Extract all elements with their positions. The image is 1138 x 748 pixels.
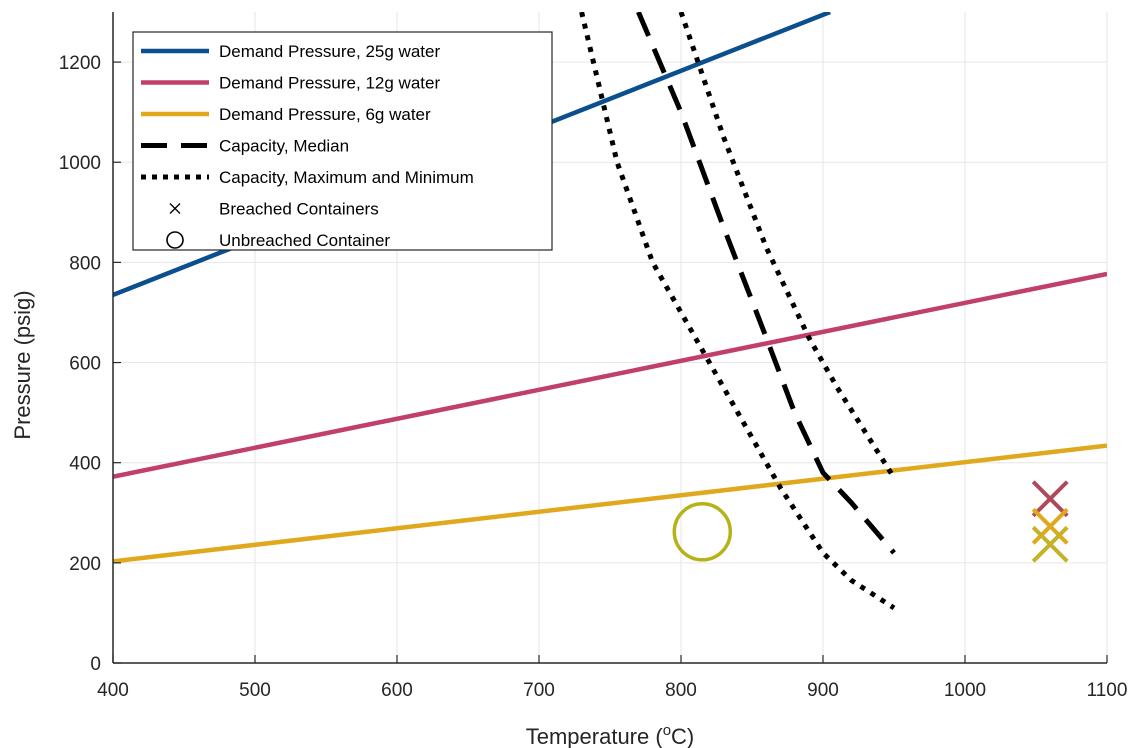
- legend-label-4: Capacity, Maximum and Minimum: [219, 168, 474, 187]
- y-tick-label: 0: [90, 654, 101, 675]
- legend-label-5: Breached Containers: [219, 200, 379, 219]
- y-tick-label: 1000: [59, 153, 101, 174]
- legend-label-3: Capacity, Median: [219, 137, 349, 156]
- x-tick-label: 600: [381, 680, 413, 701]
- grid-lines: [112, 12, 1108, 664]
- breached-marker-1-b: [1031, 507, 1069, 545]
- x-tick-label: 1100: [1087, 680, 1128, 701]
- x-axis-label: Temperature (oC): [526, 722, 695, 748]
- legend: Demand Pressure, 25g water Demand Pressur…: [132, 31, 553, 251]
- y-tick-label: 200: [69, 554, 101, 575]
- breached-marker-0-b: [1031, 480, 1069, 518]
- x-tick-label: 500: [239, 680, 271, 701]
- legend-label-6: Unbreached Container: [219, 231, 390, 250]
- unbreached-marker-0: [672, 502, 733, 562]
- y-tick-label: 1200: [59, 53, 101, 74]
- series-line-5: [678, 12, 897, 480]
- series-line-2: [113, 443, 1107, 564]
- legend-box: [132, 31, 553, 251]
- legend-label-1: Demand Pressure, 12g water: [219, 74, 440, 93]
- legend-swatch-6: [166, 231, 184, 249]
- x-tick-label: 400: [97, 680, 129, 701]
- y-tick-label: 400: [69, 454, 101, 475]
- series-line-3: [636, 12, 896, 555]
- x-tick-label: 800: [665, 680, 697, 701]
- legend-label-0: Demand Pressure, 25g water: [219, 42, 440, 61]
- breached-marker-2-b: [1031, 525, 1069, 563]
- legend-label-2: Demand Pressure, 6g water: [219, 105, 431, 124]
- y-tick-label: 800: [69, 253, 101, 274]
- series-line-4: [579, 12, 896, 611]
- x-tick-label: 1000: [944, 680, 986, 701]
- y-axis-label: Pressure (psig): [10, 290, 35, 439]
- x-tick-label: 700: [523, 680, 555, 701]
- axes: 400 500 600 700 800 900 1000 1100 0 200 400 600 800 1…: [59, 12, 1128, 701]
- x-tick-label: 900: [807, 680, 839, 701]
- y-tick-label: 600: [69, 354, 101, 375]
- series-line-1: [113, 271, 1107, 479]
- legend-swatch-5-b: [169, 203, 181, 214]
